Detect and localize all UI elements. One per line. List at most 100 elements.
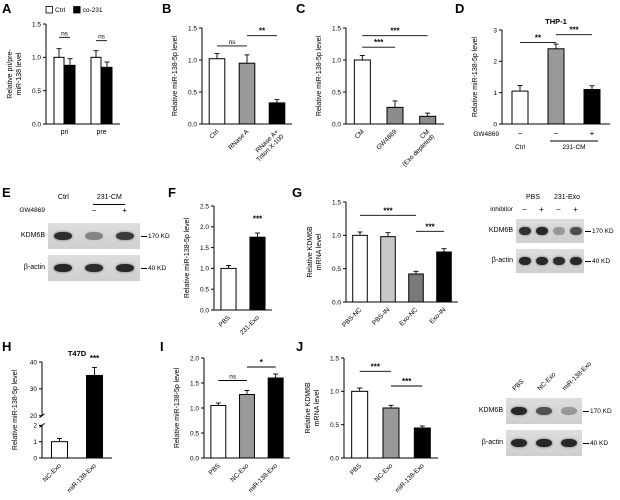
bar — [408, 273, 424, 303]
lane-group-label: 231-Exo — [553, 194, 581, 201]
lane-label: NC-Exo — [536, 371, 558, 393]
lane-group-label: Ctrl — [57, 194, 69, 201]
y-tick-label: 2 — [33, 423, 37, 430]
marker-dash — [585, 231, 591, 232]
protein-band — [54, 264, 73, 272]
significance-label: *** — [402, 377, 412, 386]
bar — [386, 106, 404, 125]
x-tick-label-group: CM — [354, 128, 366, 140]
bar — [547, 48, 565, 125]
treatment-value: − — [556, 204, 561, 214]
protein-band — [85, 264, 103, 272]
x-tick-label: RNase A — [227, 128, 251, 152]
condition-group-label: Ctrl — [515, 144, 526, 151]
western-blot-E: Ctrl 231-CM GW4869 − + KDM6B 170 KD β-actin 40 K… — [2, 192, 170, 340]
chart-title: T47D — [68, 349, 87, 358]
y-tick-label: 0 — [493, 121, 497, 128]
chart-G: 0.0 0.5 1.0 1.5 Relative KDM6B mRNA level PBS-… — [307, 199, 458, 329]
panel-letter-B: B — [162, 1, 172, 16]
x-tick-label-group: PBS — [218, 314, 233, 329]
treatment-value: + — [573, 204, 578, 214]
bar — [101, 66, 113, 125]
significance-label: ns — [61, 30, 69, 37]
y-tick-label: 30 — [30, 386, 38, 393]
marker-label: 40 KD — [590, 439, 609, 447]
y-axis-label: Relative KDM6B — [305, 382, 312, 434]
x-tick-label: PBS — [218, 314, 233, 329]
western-blot-G: PBS 231-Exo inhibitor − + − + KDM6B 170 KD β-acti… — [472, 192, 620, 310]
bar — [90, 56, 102, 125]
bar — [382, 407, 400, 459]
y-axis-label: mRNA level — [314, 389, 321, 426]
bar — [86, 374, 103, 459]
x-tick-label-group: CM(Exo depleted) — [401, 128, 436, 168]
protein-band — [569, 227, 582, 235]
protein-label: KDM6B — [20, 231, 45, 239]
bar — [380, 236, 396, 303]
panel-letter-C: C — [296, 1, 306, 16]
significance-label: ** — [259, 27, 266, 36]
y-tick-label: 0.0 — [32, 121, 41, 128]
protein-band — [552, 227, 565, 235]
treatment-row-label: GW4869 — [473, 131, 499, 138]
y-tick-label: 1.5 — [332, 25, 341, 32]
y-tick-label: 0.0 — [330, 455, 339, 462]
y-axis-label: mRNA level — [316, 233, 323, 270]
y-tick-label: 0.5 — [188, 89, 197, 96]
protein-band — [85, 232, 103, 240]
panel-letter-H: H — [2, 339, 12, 354]
significance-label: ns — [229, 374, 237, 381]
protein-band — [561, 439, 578, 447]
marker-label: 170 KD — [592, 227, 614, 235]
y-tick-label: 1 — [493, 90, 497, 97]
bar — [64, 64, 76, 125]
chart-title: THP-1 — [545, 17, 567, 26]
treatment-label: GW4869 — [19, 207, 45, 214]
protein-band — [54, 232, 73, 240]
x-tick-label-group: RNase A+Triton X-100 — [255, 128, 286, 163]
y-tick-label: 1.0 — [190, 405, 199, 412]
y-axis-label: Relative miR-138-5p level — [172, 35, 179, 116]
y-tick-label: 0.5 — [32, 88, 41, 95]
y-axis-label: Relative miR-138-5p level — [12, 369, 19, 450]
x-tick-label-group: GW4869 — [375, 128, 398, 151]
x-tick-label: (Exo depleted) — [401, 133, 436, 168]
y-axis-label: Relative miR-138-5p level — [472, 36, 479, 117]
panel-letter-D: D — [455, 1, 465, 16]
significance-label: * — [260, 358, 264, 367]
y-tick-label: 3 — [493, 27, 497, 34]
y-tick-label: 2.0 — [200, 224, 209, 231]
chart-B: 0.0 0.5 1.0 1.5 Relative miR-138-5p level Ctr… — [172, 25, 292, 163]
significance-label: *** — [90, 354, 100, 363]
x-tick-label-group: miR-138-Exo — [394, 462, 426, 494]
y-tick-label: 0.0 — [200, 307, 209, 314]
y-tick-label: 0.0 — [332, 299, 341, 306]
treatment-value: + — [590, 129, 595, 138]
chart-H: 0 1 2 20 30 40 Relative miR-138-5p level T47D NC… — [12, 349, 112, 494]
protein-band — [510, 407, 527, 415]
x-tick-label-group: NC-Exo — [42, 462, 63, 483]
western-blot-J: PBS NC-Exo miR-138-Exo KDM6B 170 KD β-actin 40… — [446, 350, 620, 498]
x-tick-label: NC-Exo — [42, 462, 63, 483]
chart-I: 0.0 0.5 1.0 1.5 2.0 Relative miR-138-5p level… — [174, 355, 290, 494]
x-tick-label-group: miR-138-Exo — [247, 462, 279, 494]
panel-letter-I: I — [160, 339, 164, 354]
y-tick-label: 1.0 — [330, 389, 339, 396]
bar — [511, 90, 529, 125]
x-tick-label: pre — [96, 129, 106, 136]
x-tick-label-group: Exo-IN — [428, 306, 447, 325]
x-tick-label: PBS — [349, 462, 364, 477]
bar — [53, 56, 65, 125]
significance-label: *** — [371, 362, 381, 371]
panel-letter-F: F — [168, 185, 176, 200]
y-tick-label: 2.5 — [200, 203, 209, 210]
y-tick-label: 0.0 — [190, 455, 199, 462]
x-tick-label-group: RNase A — [227, 128, 251, 152]
bar — [208, 58, 226, 125]
treatment-value: + — [122, 205, 127, 215]
significance-label: ns — [229, 39, 237, 46]
y-tick-label: 1.5 — [200, 245, 209, 252]
x-tick-label-group: PBS — [349, 462, 364, 477]
chart-D: 0 1 2 3 Relative miR-138-5p level THP-1 GW4869… — [472, 17, 610, 151]
